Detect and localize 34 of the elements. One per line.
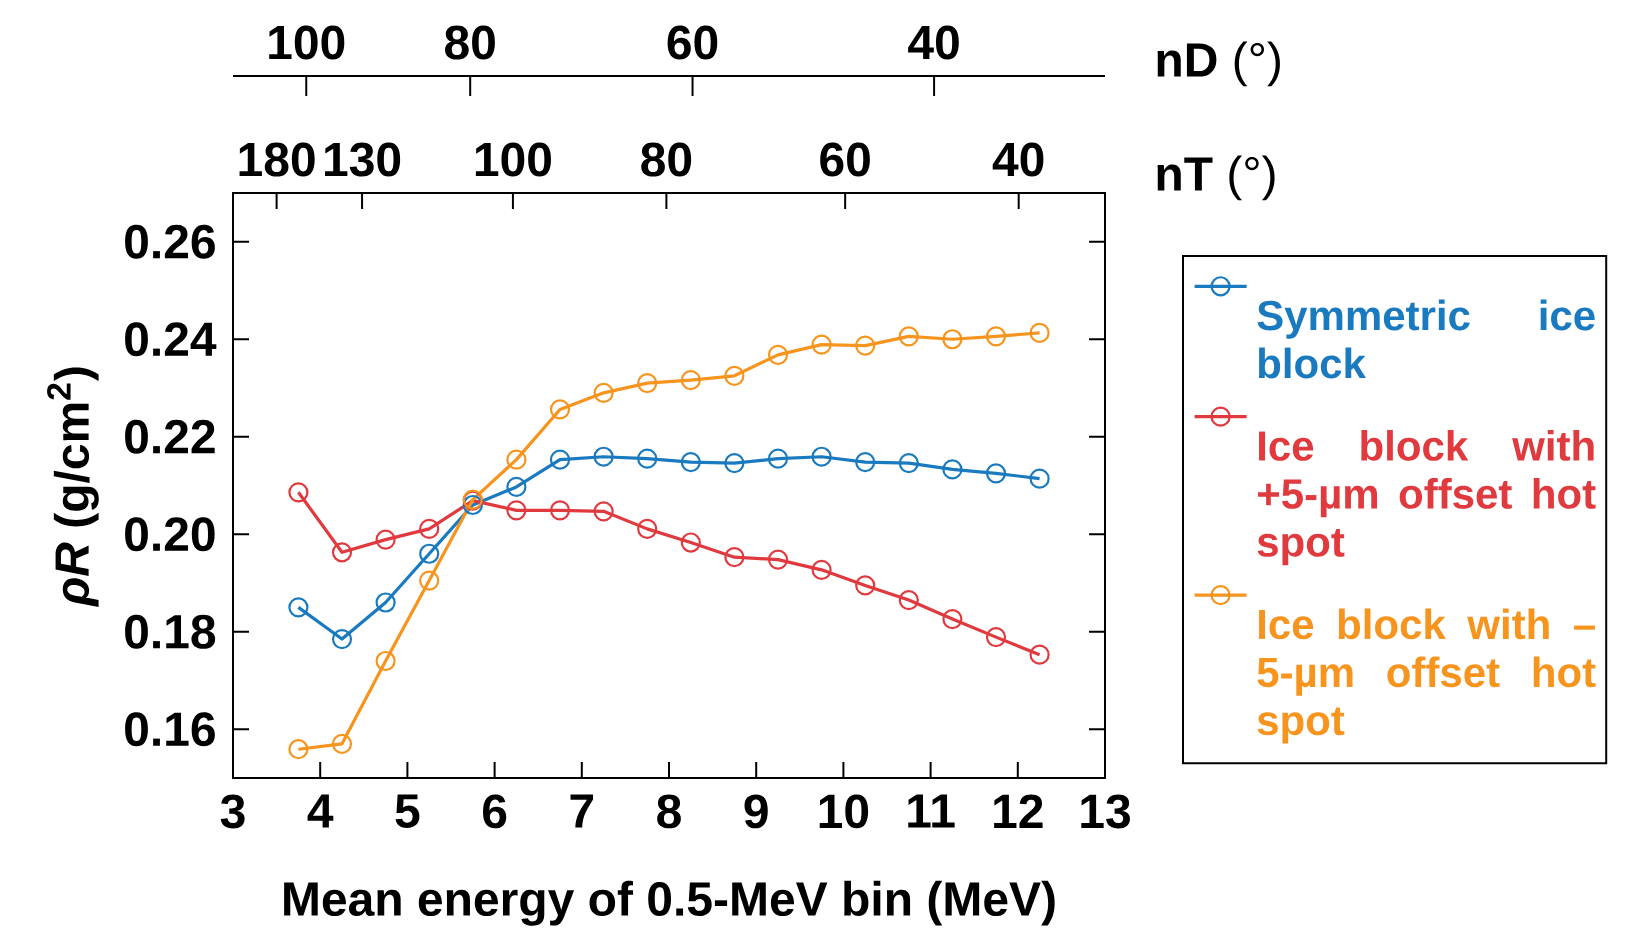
x-tick-label: 8 — [657, 794, 681, 829]
x-tick-label: 7 — [570, 794, 594, 828]
text: 40 — [908, 25, 959, 60]
y-tick-label: 0.16 — [125, 712, 215, 747]
text: 180 — [239, 142, 315, 177]
x-tick-label: 3 — [220, 794, 245, 829]
text: 80 — [641, 142, 692, 177]
x-tick-label: 4 — [307, 794, 334, 828]
y-tick-label: 0.22 — [125, 419, 215, 454]
x-axis-title: Mean energy of 0.5-MeV bin (MeV) — [284, 880, 1055, 926]
legend-label: Symmetric ice block — [1257, 299, 1595, 379]
legend-label: Ice block with –5-µm offset hot spot — [1257, 608, 1596, 744]
y-tick-label: 0.18 — [125, 614, 216, 649]
text: 100 — [475, 142, 551, 177]
text: 100 — [269, 25, 345, 60]
x-tick-label: 13 — [1081, 794, 1130, 829]
y-tick-label: 0.20 — [125, 517, 215, 552]
x-tick-label: 10 — [819, 794, 869, 829]
text: 130 — [325, 142, 401, 177]
x-tick-label: 9 — [744, 794, 768, 829]
x-tick-label: 6 — [483, 794, 507, 829]
y-axis-title: ρR (g/cm$^{2}$) — [47, 367, 99, 607]
y-tick-label: 0.26 — [125, 224, 215, 259]
x-tick-label: 5 — [395, 794, 420, 828]
text: nT (°) — [1157, 155, 1275, 201]
legend-label: Ice block with +5-µm offset hot spot — [1257, 430, 1596, 566]
text: 40 — [992, 142, 1044, 177]
y-tick-label: 0.24 — [125, 322, 217, 357]
text: nD (°) — [1157, 41, 1280, 87]
x-tick-label: 12 — [994, 794, 1043, 828]
x-tick-label: 11 — [908, 794, 955, 828]
text: 80 — [445, 25, 495, 60]
text: 60 — [667, 25, 718, 60]
text: 60 — [820, 142, 870, 177]
